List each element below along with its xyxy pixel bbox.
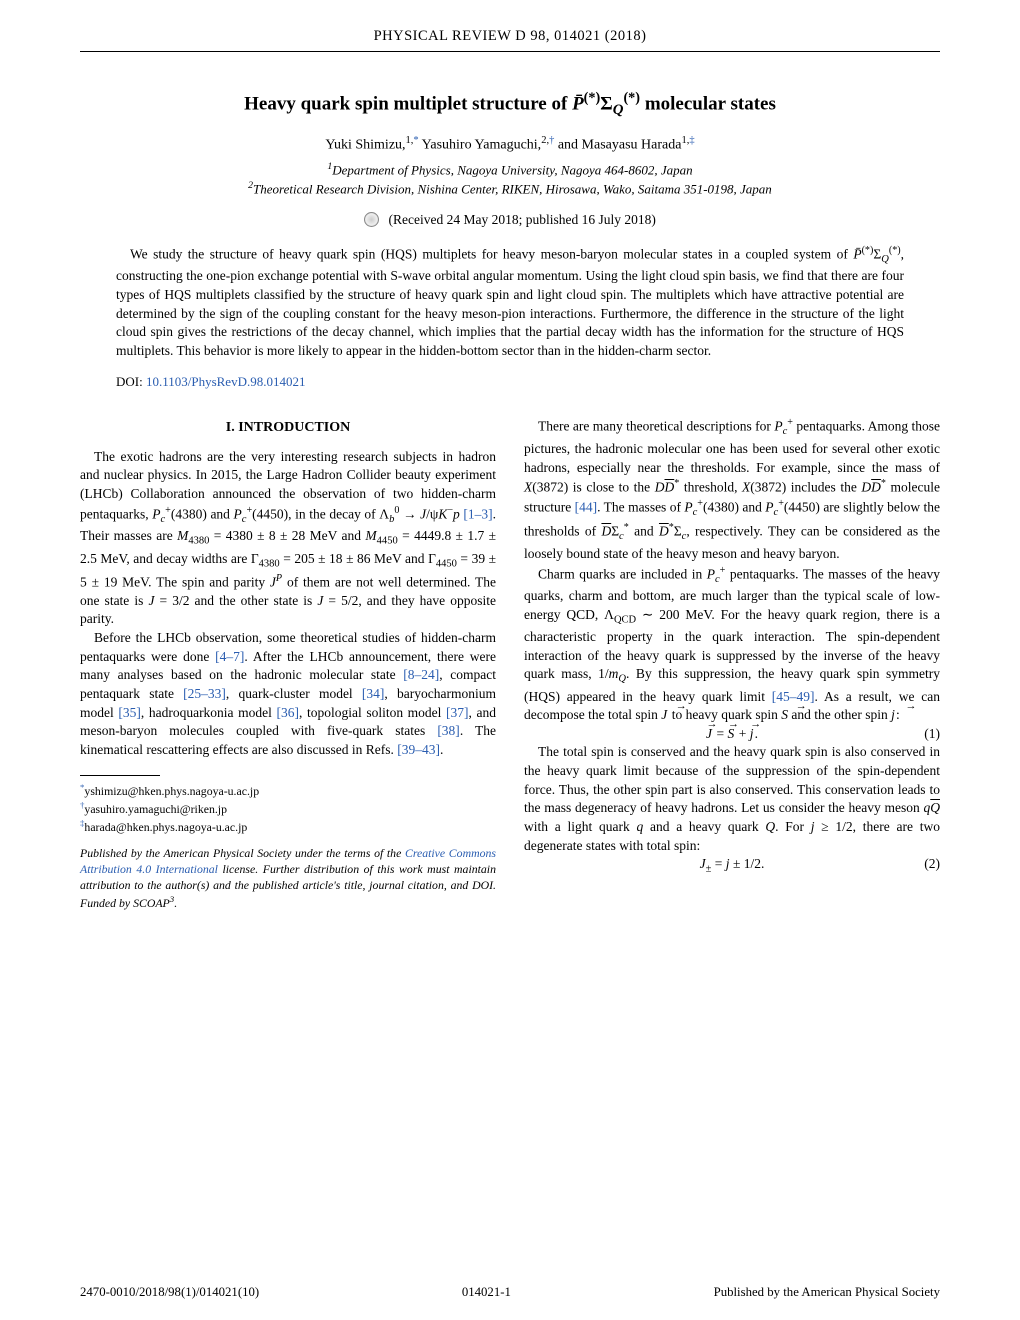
doi-line: DOI: 10.1103/PhysRevD.98.014021 (116, 374, 904, 390)
license-text: Published by the American Physical Socie… (80, 846, 496, 912)
two-column-body: I. INTRODUCTION The exotic hadrons are t… (80, 416, 940, 911)
equation-2: J± = j ± 1/2. (2) (524, 855, 940, 877)
license-block: Published by the American Physical Socie… (80, 846, 496, 912)
left-column: I. INTRODUCTION The exotic hadrons are t… (80, 416, 496, 911)
equation-1-body: J = S + j . (706, 726, 758, 741)
abstract-text: We study the structure of heavy quark sp… (116, 244, 904, 361)
received-line: (Received 24 May 2018; published 16 July… (80, 212, 940, 228)
running-head: PHYSICAL REVIEW D 98, 014021 (2018) (80, 28, 940, 51)
equation-2-body: J± = j ± 1/2. (700, 856, 765, 871)
author-footnotes: *yshimizu@hken.phys.nagoya-u.ac.jp †yasu… (80, 782, 496, 836)
footnote-1: *yshimizu@hken.phys.nagoya-u.ac.jp (80, 782, 496, 800)
crossmark-icon[interactable] (364, 212, 379, 227)
left-para-2: Before the LHCb observation, some theore… (80, 629, 496, 759)
equation-1: J = S + j . (1) (524, 725, 940, 744)
equation-2-number: (2) (924, 855, 940, 874)
right-para-1: There are many theoretical descriptions … (524, 416, 940, 563)
page-footer: 2470-0010/2018/98(1)/014021(10) 014021-1… (80, 1285, 940, 1300)
paper-title: Heavy quark spin multiplet structure of … (80, 90, 940, 119)
footer-right: Published by the American Physical Socie… (714, 1285, 940, 1300)
right-column: There are many theoretical descriptions … (524, 416, 940, 911)
top-rule (80, 51, 940, 52)
footnote-rule (80, 775, 160, 776)
left-para-1: The exotic hadrons are the very interest… (80, 448, 496, 629)
right-para-3: The total spin is conserved and the heav… (524, 743, 940, 855)
abstract: We study the structure of heavy quark sp… (116, 244, 904, 361)
section-1-heading: I. INTRODUCTION (80, 418, 496, 437)
right-para-2: Charm quarks are included in Pc+ pentaqu… (524, 564, 940, 725)
doi-link[interactable]: 10.1103/PhysRevD.98.014021 (146, 374, 306, 389)
footnote-2: †yasuhiro.yamaguchi@riken.jp (80, 800, 496, 818)
doi-label: DOI: (116, 374, 146, 389)
received-text: (Received 24 May 2018; published 16 July… (389, 212, 656, 227)
equation-1-number: (1) (924, 725, 940, 744)
footer-center: 014021-1 (462, 1285, 511, 1300)
footer-left: 2470-0010/2018/98(1)/014021(10) (80, 1285, 259, 1300)
footnote-3: ‡harada@hken.phys.nagoya-u.ac.jp (80, 818, 496, 836)
authors-line: Yuki Shimizu,1,* Yasuhiro Yamaguchi,2,† … (80, 135, 940, 154)
affiliation-2: 2Theoretical Research Division, Nishina … (80, 179, 940, 198)
affiliation-1: 1Department of Physics, Nagoya Universit… (80, 160, 940, 179)
